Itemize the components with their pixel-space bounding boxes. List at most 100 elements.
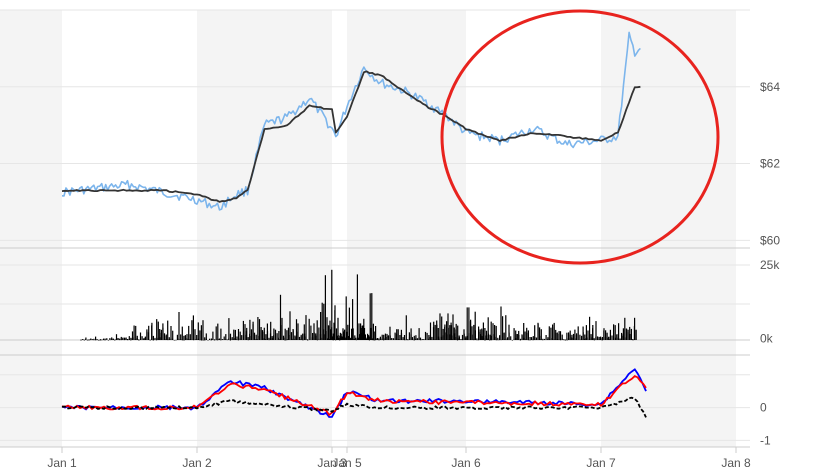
volume-bar <box>479 334 481 340</box>
volume-bar <box>397 329 399 340</box>
volume-bar <box>268 337 270 340</box>
volume-bar <box>87 339 89 341</box>
volume-bar <box>413 339 415 341</box>
volume-bar <box>357 337 359 340</box>
day-band-light-2 <box>466 10 601 447</box>
volume-bar <box>112 338 114 340</box>
volume-bar <box>185 338 187 340</box>
volume-bar <box>189 334 191 340</box>
volume-bar <box>391 338 393 340</box>
volume-bar <box>564 339 567 340</box>
volume-bar <box>217 323 219 340</box>
volume-bar <box>125 337 127 340</box>
volume-bar <box>276 333 278 340</box>
volume-bar <box>183 335 185 340</box>
volume-bar <box>239 331 241 340</box>
volume-bar <box>331 269 333 340</box>
volume-bar <box>197 338 199 340</box>
volume-bar <box>486 339 488 340</box>
x-tick-label: Jan 5 <box>332 456 362 470</box>
volume-bar <box>614 337 616 340</box>
volume-bar <box>210 338 212 340</box>
volume-bar <box>343 331 345 340</box>
volume-bar <box>294 335 296 340</box>
volume-bar <box>552 324 554 340</box>
day-band-light-0 <box>62 10 197 447</box>
volume-bar <box>456 339 459 341</box>
volume-bar <box>630 328 632 340</box>
volume-bar <box>104 339 106 341</box>
volume-bar <box>605 330 607 340</box>
volume-bar <box>241 335 243 340</box>
volume-bar <box>355 337 357 340</box>
volume-bar <box>543 338 546 340</box>
volume-bar <box>114 339 116 340</box>
volume-bar <box>339 332 341 340</box>
volume-bar <box>101 339 103 340</box>
volume-bar <box>424 331 427 340</box>
volume-bar <box>439 313 441 340</box>
volume-bar <box>442 328 444 340</box>
volume-bar <box>370 327 372 340</box>
volume-bar <box>589 316 591 340</box>
volume-bar <box>202 340 204 341</box>
volume-bar <box>548 326 550 340</box>
volume-bar <box>284 340 286 341</box>
volume-bar <box>457 325 459 340</box>
volume-bar <box>136 335 138 340</box>
volume-bar <box>255 334 257 340</box>
volume-bar <box>455 323 457 340</box>
volume-bar <box>278 331 280 340</box>
volume-bar <box>606 337 608 340</box>
volume-bar <box>490 335 492 340</box>
volume-bar <box>122 337 124 340</box>
volume-bar <box>371 293 373 340</box>
volume-bar <box>155 339 158 341</box>
volume-bar <box>471 326 473 340</box>
volume-bar <box>213 339 216 340</box>
volume-bar <box>123 337 126 340</box>
volume-bar <box>199 339 201 341</box>
day-band-gray-0 <box>0 10 62 447</box>
volume-bar <box>247 339 249 341</box>
volume-bar <box>559 331 562 340</box>
volume-bar <box>634 317 636 340</box>
volume-bar <box>441 316 443 340</box>
volume-bar <box>266 331 269 340</box>
volume-bar <box>324 275 326 340</box>
volume-bar <box>519 338 522 340</box>
volume-bar <box>237 329 240 340</box>
volume-bar <box>404 339 406 341</box>
volume-bar <box>569 330 571 340</box>
volume-bar <box>429 322 432 340</box>
volume-bar <box>323 303 325 340</box>
volume-bar <box>268 339 270 341</box>
volume-bar <box>379 338 382 340</box>
volume-bar <box>194 339 196 340</box>
volume-bar <box>600 338 602 340</box>
volume-bar <box>194 329 196 340</box>
volume-bar <box>587 330 589 340</box>
volume-bar <box>106 338 108 340</box>
volume-bar <box>345 296 347 340</box>
volume-bar <box>347 324 349 340</box>
volume-bar <box>234 329 236 340</box>
volume-bar <box>255 339 257 340</box>
volume-bar <box>298 336 301 340</box>
volume-bar <box>478 326 480 340</box>
volume-bar <box>313 323 315 340</box>
volume-bar <box>433 321 435 340</box>
volume-bar <box>373 331 375 340</box>
x-tick-label: Jan 6 <box>451 456 481 470</box>
volume-bar <box>200 325 202 340</box>
volume-bar <box>115 334 118 340</box>
volume-bar <box>389 335 391 340</box>
volume-bar <box>463 333 465 340</box>
volume-bar <box>254 339 256 340</box>
volume-bar <box>331 336 333 340</box>
volume-bar <box>368 336 370 340</box>
volume-bar <box>284 328 286 340</box>
volume-bar <box>513 328 515 340</box>
volume-bar <box>466 335 468 340</box>
